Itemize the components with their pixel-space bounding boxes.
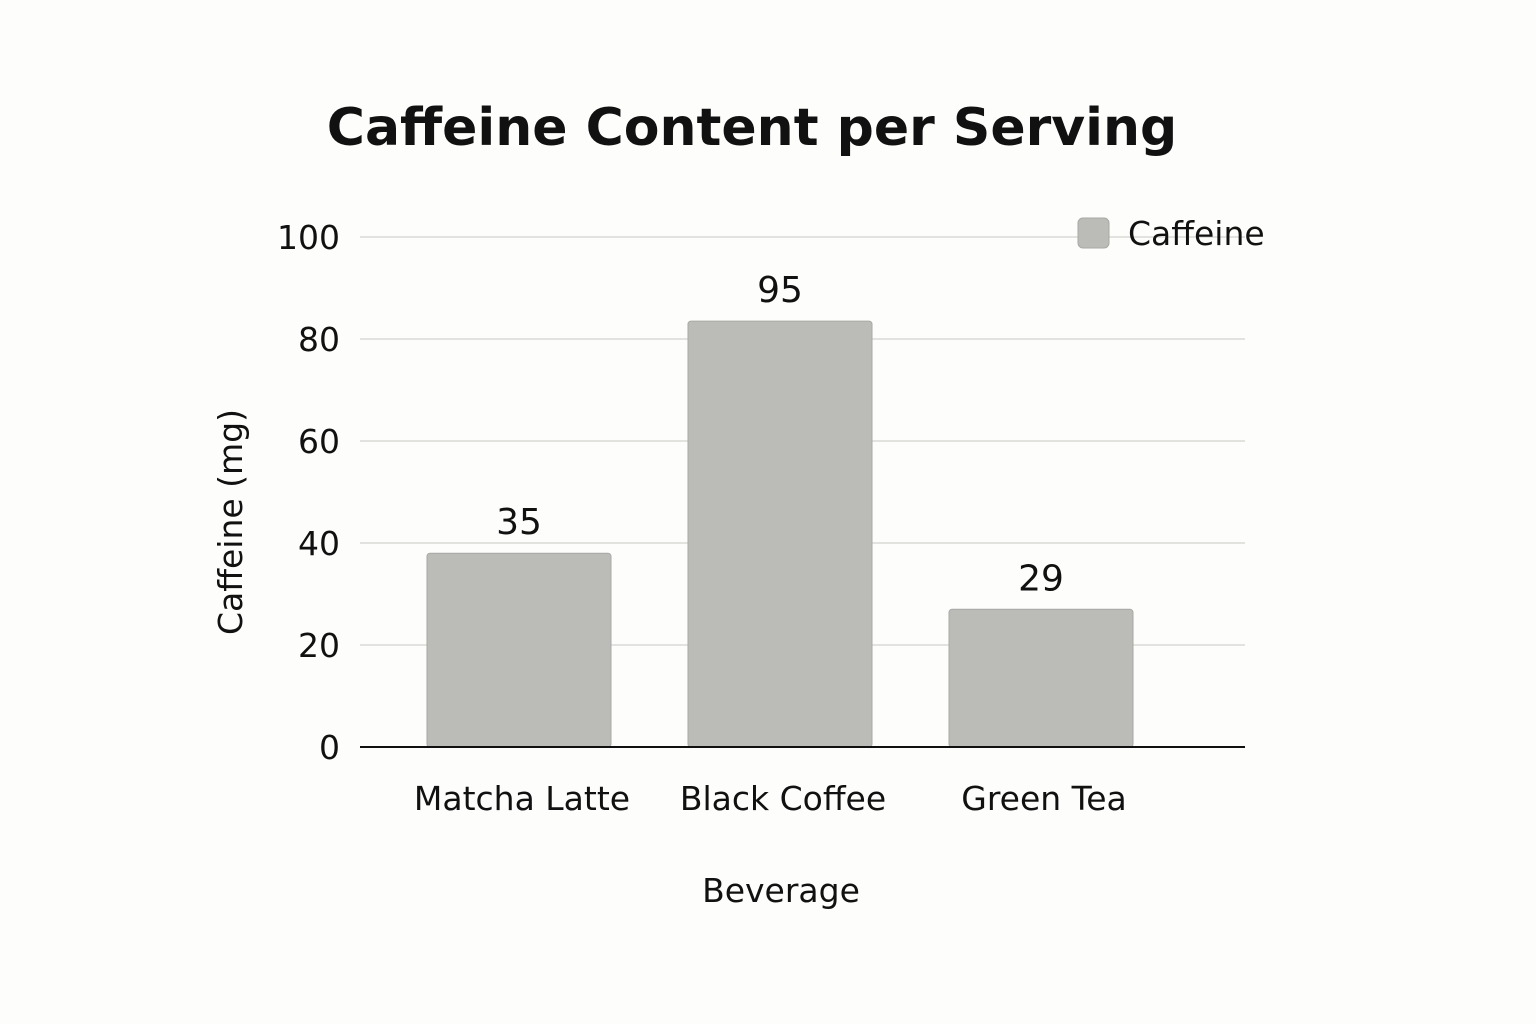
- y-axis-title: Caffeine (mg): [211, 409, 250, 635]
- y-tick-label: 80: [298, 320, 340, 359]
- y-tick-label: 40: [298, 524, 340, 563]
- y-axis-ticks: 0 20 40 60 80 100: [277, 218, 340, 767]
- chart-title: Caffeine Content per Serving: [327, 98, 1177, 158]
- legend: Caffeine: [1077, 214, 1265, 253]
- legend-label: Caffeine: [1128, 214, 1265, 253]
- bar: [687, 320, 873, 748]
- x-tick-label: Green Tea: [961, 779, 1127, 818]
- y-tick-label: 0: [319, 728, 340, 767]
- x-tick-label: Matcha Latte: [414, 779, 630, 818]
- data-label: 29: [1018, 558, 1064, 599]
- bar: [948, 608, 1134, 748]
- bar: [426, 552, 612, 748]
- data-label: 95: [757, 270, 803, 311]
- y-tick-label: 20: [298, 626, 340, 665]
- x-tick-label: Black Coffee: [680, 779, 886, 818]
- data-label: 35: [496, 502, 542, 543]
- legend-swatch: [1077, 217, 1110, 249]
- data-labels: 35 95 29: [496, 270, 1064, 599]
- x-axis-ticks: Matcha Latte Black Coffee Green Tea: [414, 779, 1127, 818]
- x-axis-title: Beverage: [702, 871, 860, 910]
- y-tick-label: 60: [298, 422, 340, 461]
- bars: [426, 320, 1134, 748]
- y-tick-label: 100: [277, 218, 340, 257]
